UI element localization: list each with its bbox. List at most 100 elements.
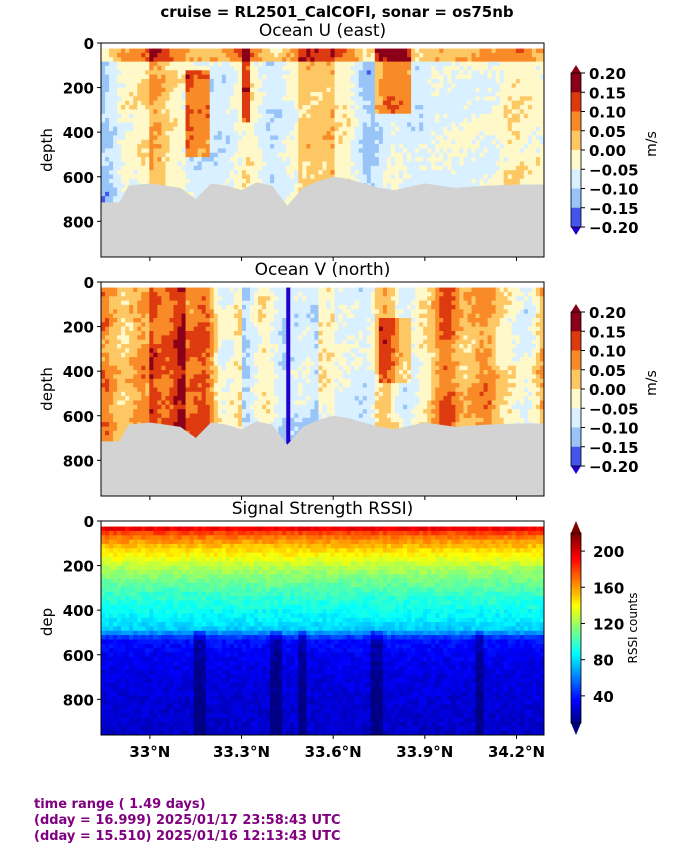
velocity-cell bbox=[382, 126, 388, 132]
velocity-cell bbox=[346, 48, 352, 54]
velocity-cell bbox=[225, 413, 231, 419]
velocity-cell bbox=[439, 74, 444, 80]
velocity-cell bbox=[258, 417, 263, 423]
velocity-cell bbox=[342, 161, 348, 167]
velocity-cell bbox=[495, 74, 501, 80]
velocity-cell bbox=[358, 113, 364, 119]
velocity-cell bbox=[539, 122, 544, 128]
velocity-cell bbox=[145, 113, 150, 119]
velocity-cell bbox=[475, 113, 481, 119]
velocity-cell bbox=[366, 83, 372, 89]
velocity-cell bbox=[189, 78, 195, 84]
velocity-cell bbox=[487, 144, 493, 150]
velocity-cell bbox=[507, 61, 513, 67]
velocity-cell bbox=[318, 161, 324, 167]
velocity-cell bbox=[109, 413, 114, 419]
velocity-cell bbox=[451, 74, 456, 80]
velocity-cell bbox=[294, 87, 299, 93]
velocity-cell bbox=[177, 152, 183, 158]
velocity-cell bbox=[145, 409, 150, 415]
velocity-cell bbox=[254, 65, 259, 71]
velocity-cell bbox=[237, 352, 243, 358]
velocity-cell bbox=[390, 170, 396, 176]
velocity-cell bbox=[386, 174, 392, 180]
velocity-cell bbox=[451, 83, 456, 89]
velocity-cell bbox=[491, 70, 497, 76]
velocity-cell bbox=[221, 344, 227, 349]
velocity-cell bbox=[161, 174, 167, 180]
velocity-cell bbox=[483, 91, 489, 97]
velocity-cell bbox=[161, 118, 167, 123]
velocity-cell bbox=[213, 105, 219, 110]
velocity-cell bbox=[113, 374, 118, 380]
velocity-cell bbox=[471, 178, 477, 184]
velocity-cell bbox=[197, 139, 203, 145]
velocity-cell bbox=[254, 152, 259, 158]
velocity-cell bbox=[149, 109, 154, 115]
velocity-cell bbox=[141, 409, 146, 415]
velocity-cell bbox=[205, 387, 211, 393]
velocity-cell bbox=[229, 383, 235, 389]
velocity-cell bbox=[161, 400, 167, 406]
velocity-cell bbox=[105, 61, 110, 67]
velocity-cell bbox=[471, 100, 477, 106]
velocity-cell bbox=[125, 330, 130, 336]
velocity-cell bbox=[217, 365, 223, 371]
velocity-cell bbox=[193, 135, 199, 141]
velocity-cell bbox=[145, 400, 150, 406]
velocity-cell bbox=[330, 131, 336, 137]
velocity-cell bbox=[495, 118, 501, 123]
velocity-cell bbox=[338, 152, 344, 158]
velocity-cell bbox=[161, 322, 167, 328]
velocity-cell bbox=[467, 65, 473, 71]
velocity-cell bbox=[435, 78, 440, 84]
velocity-cell bbox=[105, 139, 110, 145]
velocity-cell bbox=[141, 361, 146, 367]
velocity-cell bbox=[197, 378, 203, 384]
velocity-cell bbox=[241, 96, 247, 102]
velocity-cell bbox=[254, 139, 259, 145]
velocity-cell bbox=[125, 148, 130, 154]
velocity-cell bbox=[350, 139, 356, 145]
velocity-cell bbox=[366, 65, 372, 71]
velocity-cell bbox=[157, 378, 163, 384]
velocity-cell bbox=[201, 352, 207, 358]
velocity-cell bbox=[366, 118, 372, 123]
velocity-cell bbox=[306, 170, 312, 176]
velocity-cell bbox=[149, 387, 154, 393]
velocity-cell bbox=[213, 344, 219, 349]
velocity-cell bbox=[427, 61, 432, 67]
velocity-cell bbox=[177, 409, 183, 415]
velocity-cell bbox=[314, 100, 320, 106]
velocity-cell bbox=[399, 91, 404, 97]
velocity-cell bbox=[193, 430, 199, 436]
velocity-cell bbox=[113, 404, 118, 410]
velocity-cell bbox=[201, 187, 207, 193]
velocity-cell bbox=[250, 148, 255, 154]
velocity-cell bbox=[539, 118, 544, 123]
velocity-cell bbox=[217, 126, 223, 132]
velocity-cell bbox=[342, 113, 348, 119]
velocity-cell bbox=[165, 139, 171, 145]
velocity-cell bbox=[487, 178, 493, 184]
velocity-cell bbox=[165, 91, 171, 97]
velocity-cell bbox=[342, 74, 348, 80]
velocity-cell bbox=[350, 87, 356, 93]
velocity-cell bbox=[358, 174, 364, 180]
velocity-cell bbox=[245, 296, 251, 302]
velocity-cell bbox=[382, 109, 388, 115]
velocity-cell bbox=[515, 61, 521, 67]
velocity-cell bbox=[237, 52, 243, 58]
velocity-cell bbox=[173, 96, 179, 102]
velocity-cell bbox=[491, 113, 497, 119]
velocity-cell bbox=[121, 87, 126, 93]
velocity-cell bbox=[105, 291, 110, 297]
velocity-cell bbox=[189, 157, 195, 163]
velocity-cell bbox=[515, 148, 521, 154]
velocity-cell bbox=[322, 148, 328, 154]
velocity-cell bbox=[109, 118, 114, 123]
velocity-cell bbox=[258, 291, 263, 297]
velocity-cell bbox=[201, 96, 207, 102]
velocity-cell bbox=[205, 317, 211, 323]
velocity-cell bbox=[531, 148, 537, 154]
